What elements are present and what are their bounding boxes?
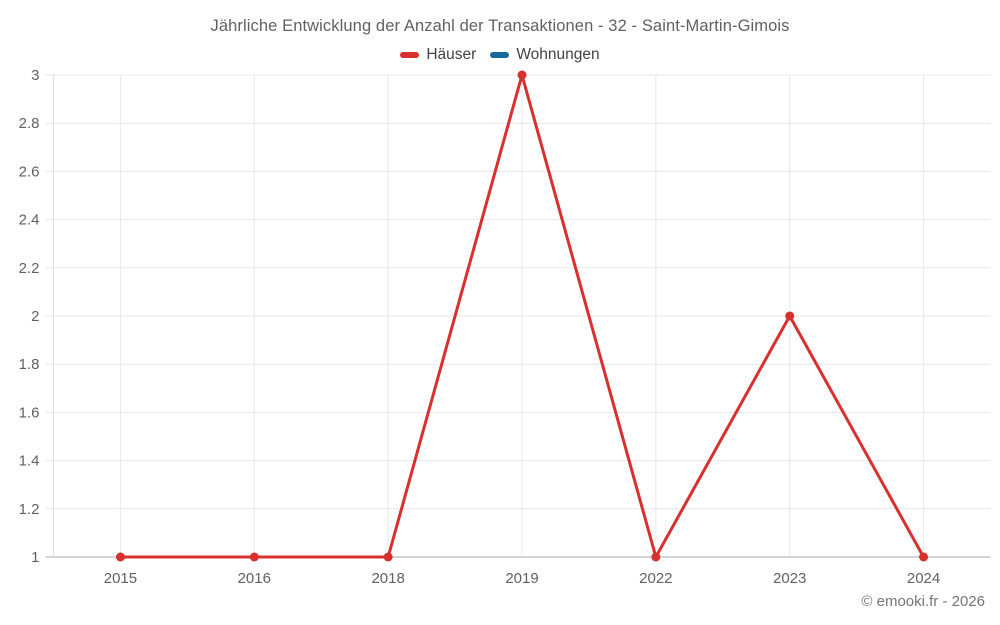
y-axis-tick-label: 1.4 bbox=[19, 453, 40, 470]
copyright-footer: © emooki.fr - 2026 bbox=[861, 593, 985, 610]
data-point-haeuser[interactable] bbox=[517, 70, 527, 80]
y-axis-tick-label: 2 bbox=[31, 308, 39, 325]
legend-label: Häuser bbox=[426, 46, 477, 63]
x-axis-tick-label: 2024 bbox=[907, 570, 940, 587]
data-point-haeuser[interactable] bbox=[919, 552, 929, 562]
y-axis-tick-label: 2.8 bbox=[19, 115, 40, 132]
legend-swatch-icon bbox=[490, 52, 510, 58]
x-axis-tick-label: 2016 bbox=[238, 570, 271, 587]
chart-title: Jährliche Entwicklung der Anzahl der Tra… bbox=[210, 17, 790, 35]
y-axis-tick-label: 1.2 bbox=[19, 501, 40, 518]
legend-swatch-icon bbox=[400, 52, 420, 58]
data-point-haeuser[interactable] bbox=[651, 552, 661, 562]
legend-item-wohnungen[interactable]: Wohnungen bbox=[490, 46, 600, 64]
x-axis-tick-label: 2018 bbox=[371, 570, 404, 587]
x-axis-tick-label: 2023 bbox=[773, 570, 806, 587]
legend: Häuser Wohnungen bbox=[0, 46, 1000, 64]
y-axis-tick-label: 2.4 bbox=[19, 212, 40, 229]
legend-item-haeuser[interactable]: Häuser bbox=[400, 46, 476, 64]
y-axis-tick-label: 1.6 bbox=[19, 404, 40, 421]
x-axis-tick-label: 2015 bbox=[104, 570, 137, 587]
y-axis-tick-label: 2.6 bbox=[19, 163, 40, 180]
data-point-haeuser[interactable] bbox=[383, 552, 393, 562]
y-axis-tick-label: 2.2 bbox=[19, 260, 40, 277]
y-axis-tick-label: 3 bbox=[31, 67, 39, 84]
x-axis-tick-label: 2022 bbox=[639, 570, 672, 587]
data-point-haeuser[interactable] bbox=[785, 311, 795, 321]
data-point-haeuser[interactable] bbox=[249, 552, 259, 562]
legend-label: Wohnungen bbox=[516, 46, 600, 63]
y-axis-tick-label: 1.8 bbox=[19, 356, 40, 373]
y-axis-tick-label: 1 bbox=[31, 549, 39, 566]
data-point-haeuser[interactable] bbox=[115, 552, 125, 562]
x-axis-tick-label: 2019 bbox=[505, 570, 538, 587]
